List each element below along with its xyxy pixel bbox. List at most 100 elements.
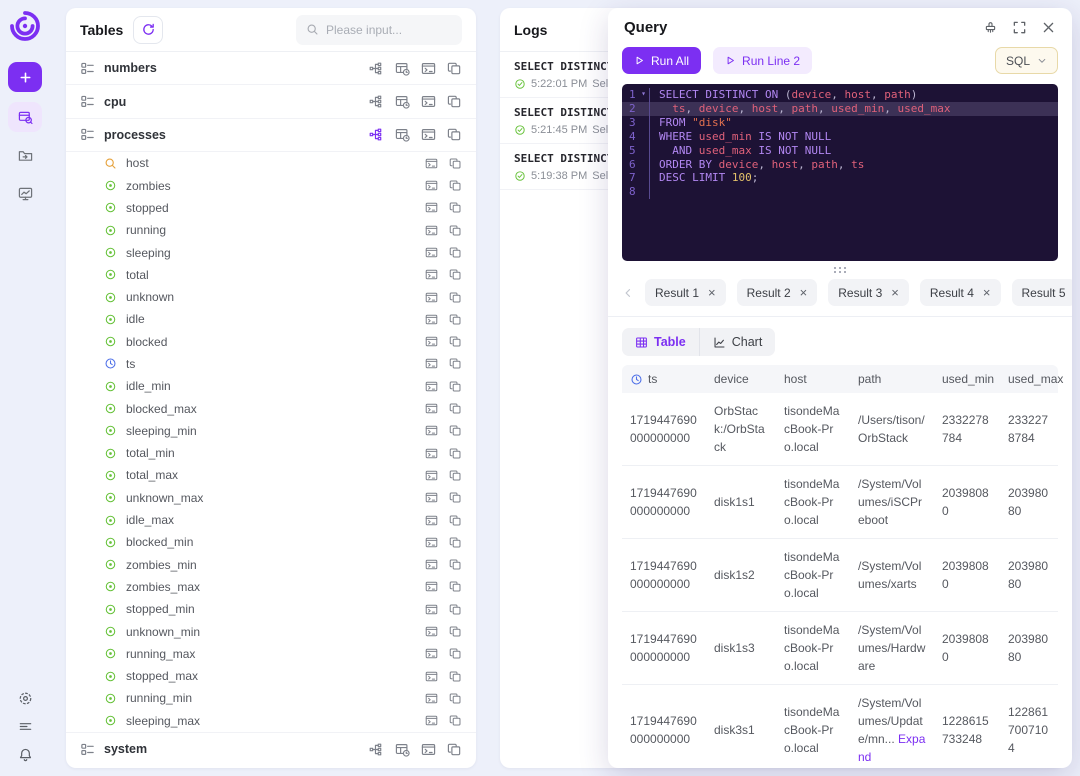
panel-resize-handle[interactable] (483, 379, 495, 397)
result-tab[interactable]: Result 4 × (920, 279, 1001, 306)
query-column-icon[interactable] (425, 603, 438, 616)
new-query-button[interactable] (8, 62, 42, 92)
column-row[interactable]: idle_min (66, 375, 476, 397)
copy-icon[interactable] (447, 61, 462, 76)
query-column-icon[interactable] (425, 714, 438, 727)
result-tab[interactable]: Result 5 (1012, 279, 1073, 306)
sidebar-item-tables[interactable] (8, 102, 42, 132)
query-column-icon[interactable] (425, 335, 438, 348)
column-row[interactable]: stopped_min (66, 598, 476, 620)
query-column-icon[interactable] (425, 224, 438, 237)
column-row[interactable]: total_max (66, 464, 476, 486)
col-header-host[interactable]: host (776, 365, 850, 393)
close-tab-icon[interactable]: × (800, 286, 808, 299)
query-column-icon[interactable] (425, 625, 438, 638)
copy-icon[interactable] (449, 580, 462, 593)
bell-icon[interactable] (18, 747, 33, 762)
copy-icon[interactable] (449, 224, 462, 237)
column-row[interactable]: zombies_max (66, 576, 476, 598)
copy-icon[interactable] (449, 692, 462, 705)
query-column-icon[interactable] (425, 157, 438, 170)
result-row[interactable]: 1719447690000000000 disk3s1 tisondeMacBo… (622, 685, 1058, 769)
query-column-icon[interactable] (425, 201, 438, 214)
column-row[interactable]: sleeping_min (66, 420, 476, 442)
table-row-system[interactable]: system (66, 732, 476, 765)
table-details-icon[interactable] (395, 94, 410, 109)
copy-icon[interactable] (449, 536, 462, 549)
query-column-icon[interactable] (425, 268, 438, 281)
copy-icon[interactable] (449, 201, 462, 214)
sql-editor[interactable]: 1▾SELECT DISTINCT ON (device, host, path… (622, 84, 1058, 261)
result-row[interactable]: 1719447690000000000 disk1s1 tisondeMacBo… (622, 466, 1058, 539)
query-table-icon[interactable] (421, 94, 436, 109)
copy-icon[interactable] (449, 670, 462, 683)
copy-icon[interactable] (449, 469, 462, 482)
copy-icon[interactable] (449, 357, 462, 370)
run-line-button[interactable]: Run Line 2 (713, 47, 812, 74)
query-column-icon[interactable] (425, 447, 438, 460)
fullscreen-icon[interactable] (1012, 20, 1027, 35)
copy-icon[interactable] (449, 268, 462, 281)
copy-icon[interactable] (447, 742, 462, 757)
copy-icon[interactable] (449, 424, 462, 437)
close-tab-icon[interactable]: × (891, 286, 899, 299)
language-select[interactable]: SQL (995, 47, 1058, 74)
query-column-icon[interactable] (425, 313, 438, 326)
column-row[interactable]: running (66, 219, 476, 241)
query-column-icon[interactable] (425, 580, 438, 593)
table-details-icon[interactable] (395, 127, 410, 142)
sidebar-item-dashboard[interactable] (8, 178, 42, 208)
refresh-tables-button[interactable] (133, 16, 163, 44)
column-row[interactable]: ts (66, 353, 476, 375)
query-column-icon[interactable] (425, 536, 438, 549)
table-columns-icon[interactable] (369, 94, 384, 109)
table-row-cpu[interactable]: cpu (66, 85, 476, 118)
tab-table[interactable]: Table (622, 328, 699, 356)
table-row-processes[interactable]: processes (66, 119, 476, 152)
column-row[interactable]: running_min (66, 687, 476, 709)
column-row[interactable]: blocked_min (66, 531, 476, 553)
table-search-box[interactable] (296, 15, 462, 45)
column-row[interactable]: unknown_min (66, 620, 476, 642)
copy-icon[interactable] (449, 714, 462, 727)
copy-icon[interactable] (449, 558, 462, 571)
result-tab[interactable]: Result 1 × (645, 279, 726, 306)
table-details-icon[interactable] (395, 61, 410, 76)
editor-resize-handle[interactable] (608, 261, 1072, 274)
menu-lines-icon[interactable] (18, 719, 33, 734)
close-tab-icon[interactable]: × (983, 286, 991, 299)
sidebar-item-ingest[interactable] (8, 140, 42, 170)
copy-icon[interactable] (449, 246, 462, 259)
format-sql-icon[interactable] (983, 20, 998, 35)
query-column-icon[interactable] (425, 402, 438, 415)
column-row[interactable]: running_max (66, 643, 476, 665)
column-row[interactable]: sleeping (66, 241, 476, 263)
query-column-icon[interactable] (425, 246, 438, 259)
col-header-device[interactable]: device (706, 365, 776, 393)
copy-icon[interactable] (449, 447, 462, 460)
query-column-icon[interactable] (425, 647, 438, 660)
copy-icon[interactable] (449, 603, 462, 616)
result-row[interactable]: 1719447690000000000 disk1s2 tisondeMacBo… (622, 539, 1058, 612)
column-row[interactable]: total (66, 264, 476, 286)
table-columns-icon[interactable] (369, 127, 384, 142)
close-tab-icon[interactable]: × (708, 286, 716, 299)
copy-icon[interactable] (449, 157, 462, 170)
query-column-icon[interactable] (425, 514, 438, 527)
copy-icon[interactable] (449, 647, 462, 660)
query-column-icon[interactable] (425, 424, 438, 437)
col-header-path[interactable]: path (850, 365, 934, 393)
result-tab[interactable]: Result 2 × (737, 279, 818, 306)
column-row[interactable]: idle (66, 308, 476, 330)
col-header-used-max[interactable]: used_max (1000, 365, 1058, 393)
copy-icon[interactable] (449, 491, 462, 504)
query-column-icon[interactable] (425, 357, 438, 370)
query-column-icon[interactable] (425, 670, 438, 683)
col-header-used-min[interactable]: used_min (934, 365, 1000, 393)
copy-icon[interactable] (447, 127, 462, 142)
column-row[interactable]: stopped_max (66, 665, 476, 687)
table-row-numbers[interactable]: numbers (66, 52, 476, 85)
settings-icon[interactable] (18, 691, 33, 706)
column-row[interactable]: total_min (66, 442, 476, 464)
copy-icon[interactable] (447, 94, 462, 109)
